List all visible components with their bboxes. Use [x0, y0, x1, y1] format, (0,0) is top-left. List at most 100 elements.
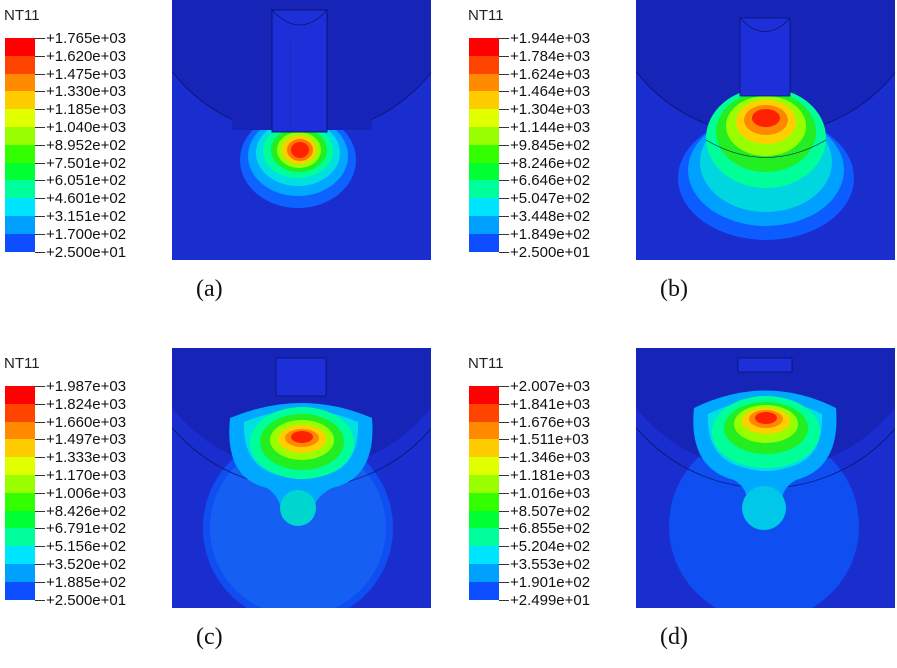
- legend-tick: [499, 144, 509, 146]
- legend-swatch: [469, 581, 499, 600]
- legend-tick: [499, 216, 509, 217]
- legend-tick-label: +5.156e+02: [46, 538, 127, 556]
- panel-b: NT11 +1.944e+03 +1.784e+03 +1.624e+03 +1.46…: [464, 0, 897, 320]
- legend-d: NT11 +2.007e+03 +1.841e+03 +1.676e+03 +1.51…: [464, 348, 634, 609]
- legend-swatch: [469, 386, 499, 404]
- legend-swatch: [469, 510, 499, 529]
- legend-swatch: [469, 564, 499, 582]
- legend-swatch: [5, 198, 35, 216]
- legend-tick: [35, 599, 45, 601]
- legend-tick-label: +1.841e+03: [510, 395, 591, 413]
- legend-tick-label: +1.901e+02: [510, 573, 591, 591]
- panel-c: NT11 +1.987e+03 +1.824e+03 +1.660e+03 +1.49…: [0, 348, 440, 668]
- legend-swatch: [5, 421, 35, 440]
- legend-tick: [35, 475, 45, 476]
- legend-tick-label: +8.507e+02: [510, 502, 591, 520]
- legend-tick: [35, 73, 45, 75]
- legend-tick-label: +1.784e+03: [510, 47, 591, 65]
- legend-tick-label: +1.511e+03: [510, 431, 589, 449]
- caption-b: (b): [660, 276, 688, 302]
- legend-tick-label: +3.448e+02: [510, 208, 591, 225]
- legend-title: NT11: [4, 7, 40, 24]
- legend-tick: [499, 510, 509, 512]
- legend-swatch: [5, 386, 35, 404]
- legend-swatch: [469, 127, 499, 145]
- legend-tick: [35, 180, 45, 182]
- legend-b: NT11 +1.944e+03 +1.784e+03 +1.624e+03 +1.46…: [464, 0, 634, 261]
- legend-tick: [499, 457, 509, 459]
- legend-swatch: [469, 144, 499, 163]
- legend-tick: [499, 251, 509, 253]
- contour-plot-c: [172, 348, 431, 608]
- legend-tick-label: +8.426e+02: [46, 502, 127, 520]
- legend-swatch: [469, 475, 499, 493]
- legend-tick: [499, 599, 509, 601]
- legend-tick: [35, 216, 45, 217]
- legend-tick-label: +6.646e+02: [510, 172, 591, 190]
- legend-tick: [499, 38, 509, 39]
- legend-tick: [499, 439, 509, 441]
- legend-tick: [35, 233, 45, 235]
- legend-swatch: [469, 216, 499, 234]
- legend-tick: [35, 581, 45, 583]
- legend-tick-label: +1.464e+03: [510, 83, 591, 101]
- legend-tick-label: +5.204e+02: [510, 538, 591, 556]
- legend-tick-label: +1.987e+03: [46, 378, 127, 395]
- legend-tick: [35, 439, 45, 441]
- legend-tick: [35, 403, 45, 405]
- legend-swatch: [469, 421, 499, 440]
- legend-tick-label: +1.040e+03: [46, 119, 127, 136]
- legend-tick-label: +8.246e+02: [510, 154, 591, 172]
- legend-swatch: [5, 216, 35, 234]
- legend-tick: [35, 492, 45, 494]
- legend-swatch: [5, 564, 35, 582]
- legend-tick-label: +1.944e+03: [510, 30, 591, 47]
- legend-swatch: [469, 233, 499, 252]
- legend-swatch: [469, 91, 499, 110]
- legend-swatch: [469, 73, 499, 92]
- legend-swatch: [469, 528, 499, 547]
- legend-swatch: [5, 510, 35, 529]
- legend-tick: [499, 386, 509, 387]
- legend-swatch: [5, 109, 35, 127]
- legend-tick-label: +1.181e+03: [510, 467, 591, 484]
- panel-a: NT11 +1.765e+03 +1.620e+03 +1.475e+03 +1.33…: [0, 0, 440, 320]
- legend-tick: [35, 144, 45, 146]
- legend-swatch: [469, 55, 499, 74]
- legend-swatch: [5, 546, 35, 564]
- legend-tick: [35, 386, 45, 387]
- legend-tick-label: +1.006e+03: [46, 484, 127, 502]
- legend-tick: [35, 127, 45, 128]
- legend-swatch: [469, 439, 499, 458]
- legend-tick-label: +6.051e+02: [46, 172, 127, 190]
- legend-tick-label: +1.676e+03: [510, 413, 591, 431]
- legend-c: NT11 +1.987e+03 +1.824e+03 +1.660e+03 +1.49…: [0, 348, 170, 609]
- legend-tick-label: +2.500e+01: [510, 243, 591, 261]
- legend-tick-label: +9.845e+02: [510, 136, 591, 154]
- legend-tick: [499, 73, 509, 75]
- legend-tick: [499, 475, 509, 476]
- legend-swatch: [469, 180, 499, 199]
- legend-tick: [35, 457, 45, 459]
- contour-plot-d: [636, 348, 895, 608]
- legend-tick-label: +1.304e+03: [510, 101, 591, 119]
- caption-a: (a): [196, 276, 223, 302]
- caption-d: (d): [660, 624, 688, 650]
- legend-tick-label: +1.333e+03: [46, 449, 127, 467]
- legend-swatch: [5, 38, 35, 56]
- panel-d: NT11 +2.007e+03 +1.841e+03 +1.676e+03 +1.51…: [464, 348, 897, 668]
- legend-a: NT11 +1.765e+03 +1.620e+03 +1.475e+03 +1.33…: [0, 0, 170, 261]
- legend-tick: [35, 564, 45, 565]
- legend-tick-label: +1.824e+03: [46, 395, 127, 413]
- legend-swatch: [469, 109, 499, 127]
- legend-tick: [35, 510, 45, 512]
- legend-tick-label: +1.144e+03: [510, 119, 591, 136]
- legend-tick-label: +1.885e+02: [46, 573, 127, 591]
- legend-tick: [35, 251, 45, 253]
- legend-tick-label: +1.660e+03: [46, 413, 127, 431]
- legend-title: NT11: [468, 355, 504, 372]
- legend-swatch: [469, 162, 499, 181]
- legend-swatch: [469, 38, 499, 56]
- legend-tick-label: +1.620e+03: [46, 47, 127, 65]
- legend-tick-label: +4.601e+02: [46, 190, 127, 208]
